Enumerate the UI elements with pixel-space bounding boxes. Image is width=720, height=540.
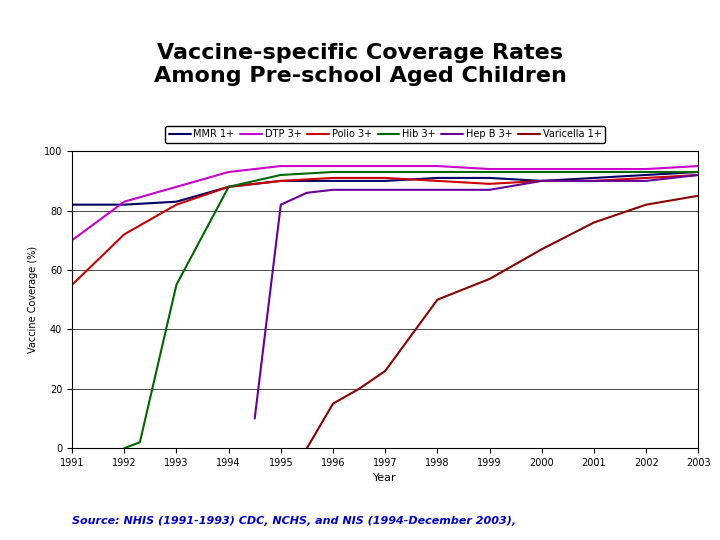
Polio 3+	[694, 172, 703, 178]
Hep B 3+	[537, 178, 546, 184]
DTP 3+	[485, 166, 494, 172]
MMR 1+	[276, 178, 285, 184]
Polio 3+	[224, 184, 233, 190]
Hep B 3+	[276, 201, 285, 208]
Hep B 3+	[433, 186, 441, 193]
Polio 3+	[276, 178, 285, 184]
DTP 3+	[433, 163, 441, 169]
Hep B 3+	[694, 172, 703, 178]
Varicella 1+	[302, 445, 311, 451]
Polio 3+	[172, 201, 181, 208]
MMR 1+	[537, 178, 546, 184]
Hib 3+	[120, 445, 128, 451]
Legend: MMR 1+, DTP 3+, Polio 3+, Hib 3+, Hep B 3+, Varicella 1+: MMR 1+, DTP 3+, Polio 3+, Hib 3+, Hep B …	[166, 126, 605, 143]
Hep B 3+	[642, 178, 650, 184]
Polio 3+	[537, 178, 546, 184]
MMR 1+	[68, 201, 76, 208]
Hep B 3+	[590, 178, 598, 184]
MMR 1+	[485, 174, 494, 181]
Varicella 1+	[694, 192, 703, 199]
Hib 3+	[537, 168, 546, 175]
Polio 3+	[120, 231, 128, 238]
Hib 3+	[135, 439, 144, 446]
Hib 3+	[590, 168, 598, 175]
DTP 3+	[328, 163, 337, 169]
X-axis label: Year: Year	[374, 474, 397, 483]
Polio 3+	[433, 178, 441, 184]
Hib 3+	[276, 172, 285, 178]
MMR 1+	[224, 184, 233, 190]
Hib 3+	[433, 168, 441, 175]
Line: DTP 3+: DTP 3+	[72, 166, 698, 240]
Hib 3+	[224, 184, 233, 190]
DTP 3+	[590, 166, 598, 172]
DTP 3+	[120, 198, 128, 205]
Hib 3+	[642, 168, 650, 175]
Varicella 1+	[381, 368, 390, 374]
Line: Polio 3+: Polio 3+	[72, 175, 698, 285]
Line: Hib 3+: Hib 3+	[124, 172, 698, 448]
Text: Vaccine-specific Coverage Rates
Among Pre-school Aged Children: Vaccine-specific Coverage Rates Among Pr…	[153, 43, 567, 86]
DTP 3+	[276, 163, 285, 169]
Hep B 3+	[485, 186, 494, 193]
MMR 1+	[642, 172, 650, 178]
MMR 1+	[120, 201, 128, 208]
Varicella 1+	[355, 386, 364, 392]
Polio 3+	[642, 174, 650, 181]
DTP 3+	[68, 237, 76, 244]
Varicella 1+	[537, 246, 546, 252]
Polio 3+	[68, 281, 76, 288]
Varicella 1+	[590, 219, 598, 226]
Varicella 1+	[642, 201, 650, 208]
Polio 3+	[590, 178, 598, 184]
Hib 3+	[381, 168, 390, 175]
Hib 3+	[172, 281, 181, 288]
Hep B 3+	[381, 186, 390, 193]
MMR 1+	[381, 178, 390, 184]
Line: MMR 1+: MMR 1+	[72, 172, 698, 205]
Line: Hep B 3+: Hep B 3+	[255, 175, 698, 418]
MMR 1+	[694, 168, 703, 175]
Text: Source: NHIS (1991-1993) CDC, NCHS, and NIS (1994-December 2003),: Source: NHIS (1991-1993) CDC, NCHS, and …	[72, 516, 516, 526]
Polio 3+	[381, 174, 390, 181]
MMR 1+	[433, 174, 441, 181]
Varicella 1+	[328, 400, 337, 407]
DTP 3+	[172, 184, 181, 190]
Hib 3+	[485, 168, 494, 175]
Line: Varicella 1+: Varicella 1+	[307, 195, 698, 448]
DTP 3+	[694, 163, 703, 169]
Hep B 3+	[328, 186, 337, 193]
MMR 1+	[328, 178, 337, 184]
Hep B 3+	[251, 415, 259, 422]
DTP 3+	[537, 166, 546, 172]
DTP 3+	[381, 163, 390, 169]
DTP 3+	[224, 168, 233, 175]
MMR 1+	[172, 198, 181, 205]
Y-axis label: Vaccine Coverage (%): Vaccine Coverage (%)	[28, 246, 38, 353]
Varicella 1+	[433, 296, 441, 303]
DTP 3+	[642, 166, 650, 172]
Varicella 1+	[485, 275, 494, 282]
MMR 1+	[590, 174, 598, 181]
Polio 3+	[485, 180, 494, 187]
Hep B 3+	[302, 190, 311, 196]
Hib 3+	[694, 168, 703, 175]
Hib 3+	[328, 168, 337, 175]
Polio 3+	[328, 174, 337, 181]
